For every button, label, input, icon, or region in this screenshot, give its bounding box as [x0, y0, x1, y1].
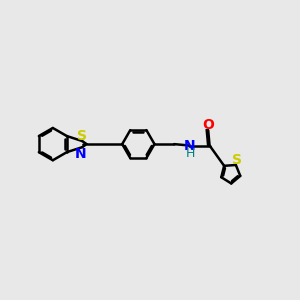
Text: N: N: [75, 147, 86, 161]
Text: N: N: [184, 139, 196, 152]
Text: O: O: [202, 118, 214, 132]
Text: H: H: [185, 147, 195, 160]
Text: S: S: [77, 129, 87, 143]
Text: S: S: [232, 153, 242, 167]
